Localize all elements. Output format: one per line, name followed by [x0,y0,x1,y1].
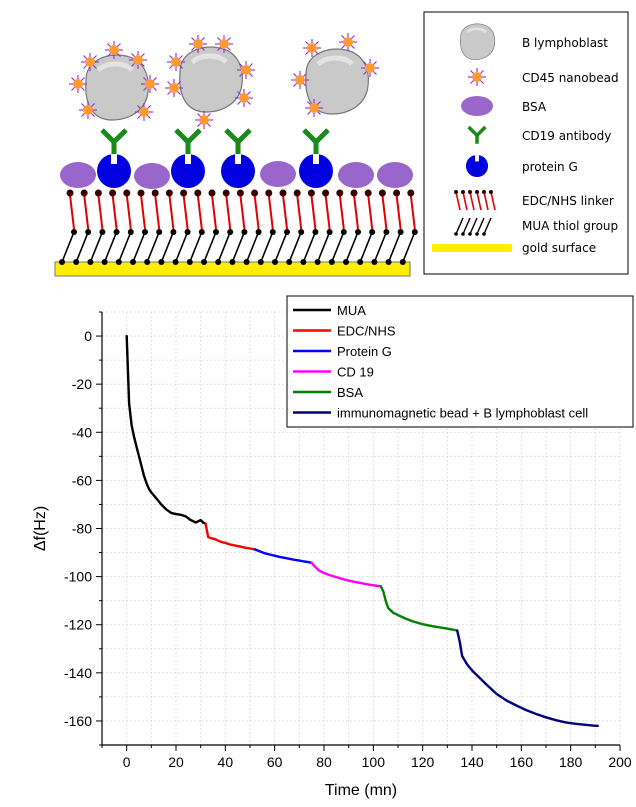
series-line-2 [204,522,257,551]
thiol-icon [454,217,492,236]
legend-label-linker: EDC/NHS linker [522,194,614,208]
y-tick-label: -60 [72,472,92,488]
y-tick-label: -80 [72,521,92,537]
legend-label-bsa: BSA [522,100,547,114]
series-line-5 [379,585,459,632]
x-tick-label: 180 [559,754,583,770]
bsa-icon [461,96,493,116]
series-line-6 [456,629,599,727]
series-line-3 [253,548,313,565]
axes: 0 20 40 60 80 100 120 140 160 180 200 0 -20 -40 -60 -80… [64,311,632,770]
x-tick-label: 140 [460,754,484,770]
y-tick-label: -160 [64,713,92,729]
x-tick-label: 0 [123,754,131,770]
sensor-schematic: B lymphoblast CD45 nanobead BSA CD19 ant… [54,11,629,277]
x-tick-label: 80 [316,754,332,770]
antibody-layer [102,130,328,154]
x-tick-label: 100 [362,754,386,770]
legend-entry-2: EDC/NHS [337,324,396,339]
legend-entry-6: immunomagnetic bead + B lymphoblast cell [337,406,588,421]
series-line-1 [125,334,207,525]
y-tick-label: -140 [64,665,92,681]
x-tick-label: 60 [267,754,283,770]
schematic-legend: B lymphoblast CD45 nanobead BSA CD19 ant… [423,11,629,275]
linker-icon [454,190,496,211]
legend-entry-4: CD 19 [337,365,374,380]
gold-surface-icon [432,244,512,252]
y-tick-label: 0 [84,328,92,344]
series-line-4 [310,561,382,588]
bsa-layer [60,161,413,189]
x-tick-label: 160 [510,754,534,770]
x-axis-title: Time (mn) [325,782,397,799]
x-tick-label: 20 [168,754,184,770]
legend-label-cell: B lymphoblast [522,36,608,50]
cell-icon [458,22,497,61]
sam-layer [59,189,418,265]
nanobead-icon [467,67,487,87]
series-lines [125,334,599,727]
y-tick-label: -120 [64,617,92,633]
legend-label-gold: gold surface [522,241,596,255]
y-tick-label: -20 [72,376,92,392]
legend-entry-1: MUA [337,303,366,318]
legend-label-antibody: CD19 antibody [522,129,611,143]
x-tick-label: 40 [218,754,234,770]
legend-entry-5: BSA [337,385,363,400]
protein-g-layer [97,153,333,188]
x-tick-label: 200 [608,754,632,770]
y-axis-title: Δf(Hz) [32,506,49,551]
y-tick-label: -100 [64,569,92,585]
chart-legend: MUA EDC/NHS Protein G CD 19 BSA immunomagneti… [286,295,634,428]
frequency-shift-chart: 0 20 40 60 80 100 120 140 160 180 200 0 -20 -40 -60 -80… [32,295,634,799]
legend-label-protein-g: protein G [522,160,578,174]
b-lymphoblast-cells [68,32,380,130]
legend-entry-3: Protein G [337,344,392,359]
legend-label-nanobead: CD45 nanobead [522,71,619,85]
y-tick-label: -40 [72,424,92,440]
x-tick-label: 120 [411,754,435,770]
legend-label-thiol: MUA thiol group [522,219,618,233]
